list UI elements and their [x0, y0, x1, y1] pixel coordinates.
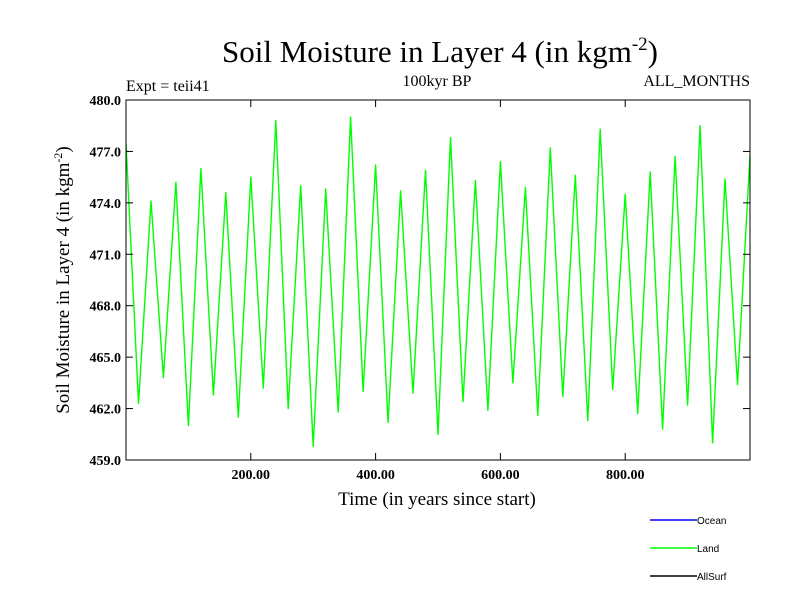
- y-tick-label: 471.0: [90, 248, 122, 263]
- x-tick-label: 800.00: [606, 468, 645, 483]
- legend-label-land: Land: [697, 544, 719, 555]
- y-tick-label: 480.0: [90, 94, 122, 109]
- y-tick-label: 468.0: [90, 300, 122, 315]
- y-axis-label: Soil Moisture in Layer 4 (in kgm-2): [51, 146, 74, 414]
- legend: Ocean Land AllSurf: [650, 516, 727, 583]
- x-axis-label: Time (in years since start): [338, 489, 536, 510]
- y-tick-label: 477.0: [90, 145, 122, 160]
- legend-label-allsurf: AllSurf: [697, 572, 727, 583]
- plot-frame: [125, 99, 751, 461]
- x-tick-label: 200.00: [232, 468, 271, 483]
- series-group: [126, 116, 750, 447]
- y-tick-label: 465.0: [90, 351, 122, 366]
- subtitle-center: 100kyr BP: [403, 73, 472, 90]
- y-tick-label: 474.0: [90, 197, 122, 212]
- series-line-land: [126, 116, 750, 447]
- subtitle-right: ALL_MONTHS: [643, 73, 750, 90]
- x-tick-label: 400.00: [356, 468, 395, 483]
- ticks-group: 459.0 462.0 465.0 468.0 471.0 474.0 477.0 480.0…: [90, 94, 750, 483]
- legend-label-ocean: Ocean: [697, 516, 726, 527]
- x-tick-label: 600.00: [481, 468, 520, 483]
- chart-title: Soil Moisture in Layer 4 (in kgm-2): [222, 34, 658, 69]
- y-tick-label: 462.0: [90, 403, 122, 418]
- subtitle-left: Expt = teii41: [126, 78, 210, 95]
- y-tick-label: 459.0: [90, 454, 122, 469]
